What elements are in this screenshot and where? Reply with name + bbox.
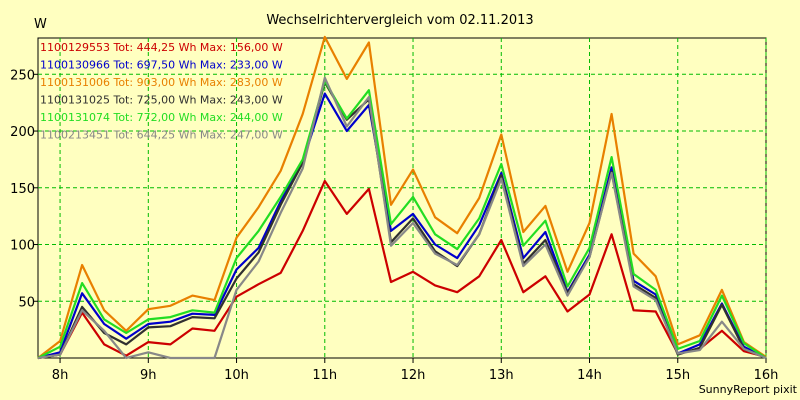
x-tick-label: 16h	[754, 368, 779, 383]
y-axis-label: W	[34, 17, 47, 32]
series-line	[37, 92, 767, 360]
series-line	[37, 35, 767, 359]
series-line	[37, 76, 767, 360]
x-tick-label: 10h	[224, 368, 249, 383]
x-tick-label: 13h	[489, 368, 514, 383]
chart-title: Wechselrichtervergleich vom 02.11.2013	[266, 13, 533, 28]
axes: 8h 9h 10h 11h 12h 13h 14h 15h 16h 50 100 150 200 250	[10, 68, 778, 383]
legend-entry: 1100131006 Tot: 903,00 Wh Max: 283,00 W	[40, 76, 283, 89]
legend-entry: 1100213451 Tot: 644,25 Wh Max: 247,00 W	[40, 129, 283, 142]
x-tick-label: 12h	[401, 368, 426, 383]
x-tick-label: 11h	[312, 368, 337, 383]
x-tick-label: 9h	[140, 368, 157, 383]
series-line	[37, 81, 767, 360]
y-tick-label: 200	[10, 125, 35, 140]
legend: 1100129553 Tot: 444,25 Wh Max: 156,00 W 1…	[40, 41, 283, 142]
x-tick-label: 15h	[665, 368, 690, 383]
series-lines	[37, 35, 767, 360]
legend-entry: 1100130966 Tot: 697,50 Wh Max: 233,00 W	[40, 59, 283, 72]
y-tick-label: 150	[10, 182, 35, 197]
series-line	[37, 179, 767, 360]
legend-entry: 1100131074 Tot: 772,00 Wh Max: 244,00 W	[40, 111, 283, 124]
x-tick-label: 14h	[577, 368, 602, 383]
legend-entry: 1100129553 Tot: 444,25 Wh Max: 156,00 W	[40, 41, 283, 54]
legend-entry: 1100131025 Tot: 725,00 Wh Max: 243,00 W	[40, 94, 283, 107]
plot-area	[37, 37, 767, 359]
y-tick-label: 250	[10, 68, 35, 83]
x-tick-label: 8h	[52, 368, 69, 383]
credit-label: SunnyReport pixit	[699, 383, 798, 396]
y-tick-label: 100	[10, 239, 35, 254]
y-tick-label: 50	[18, 295, 35, 310]
series-line	[37, 79, 767, 359]
gridlines	[38, 38, 767, 358]
